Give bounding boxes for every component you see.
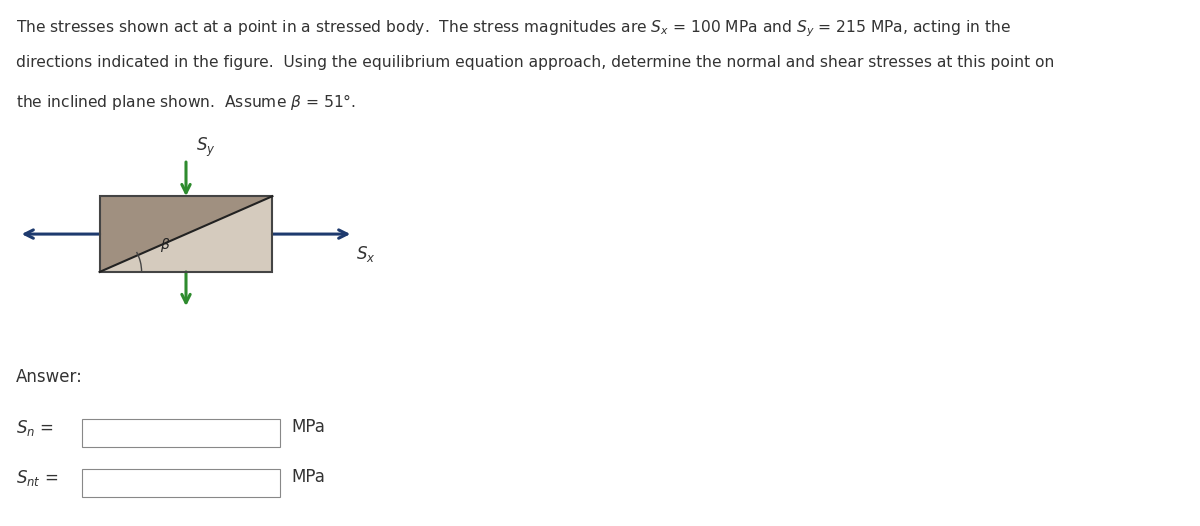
Text: The stresses shown act at a point in a stressed body.  The stress magnitudes are: The stresses shown act at a point in a s… [16,18,1010,39]
Text: MPa: MPa [292,468,325,486]
Text: $S_{nt}$ =: $S_{nt}$ = [16,468,58,488]
Text: $S_x$: $S_x$ [356,244,376,264]
Text: $S_y$: $S_y$ [196,136,215,159]
FancyBboxPatch shape [82,419,280,447]
Polygon shape [100,196,272,272]
Text: $S_n$ =: $S_n$ = [16,418,54,438]
FancyBboxPatch shape [82,469,280,497]
Text: directions indicated in the figure.  Using the equilibrium equation approach, de: directions indicated in the figure. Usin… [16,55,1054,70]
Text: the inclined plane shown.  Assume $\beta$ = 51°.: the inclined plane shown. Assume $\beta$… [16,92,355,112]
Polygon shape [100,196,272,272]
Text: Answer:: Answer: [16,368,83,386]
Text: MPa: MPa [292,418,325,436]
Text: β: β [161,238,169,252]
